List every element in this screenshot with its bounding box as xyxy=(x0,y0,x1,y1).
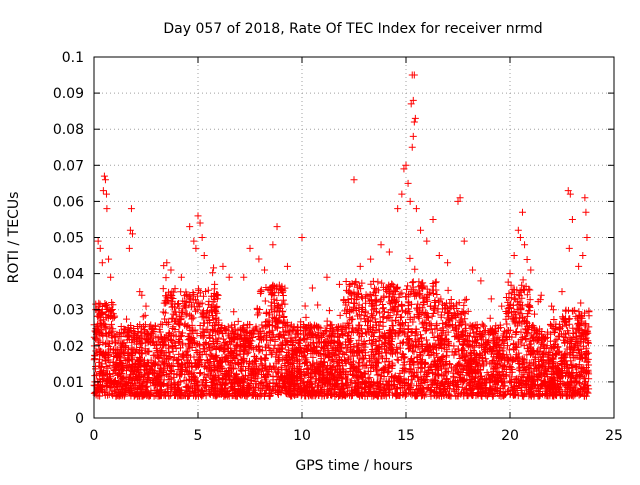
data-point xyxy=(209,269,216,276)
data-point xyxy=(585,323,592,330)
data-point xyxy=(411,266,418,273)
data-point xyxy=(366,374,373,381)
data-point xyxy=(314,302,321,309)
data-point xyxy=(256,329,263,336)
data-point xyxy=(210,264,217,271)
data-point xyxy=(463,296,470,303)
data-point xyxy=(189,289,196,296)
data-point xyxy=(140,313,147,320)
data-point xyxy=(123,316,130,323)
data-point xyxy=(507,378,514,385)
data-point xyxy=(255,309,262,316)
data-point xyxy=(326,307,333,314)
data-point xyxy=(280,313,287,320)
data-point xyxy=(419,319,426,326)
data-point xyxy=(337,312,344,319)
data-point xyxy=(404,282,411,289)
data-point xyxy=(186,292,193,299)
data-point xyxy=(142,312,149,319)
data-point xyxy=(487,315,494,322)
data-point xyxy=(520,276,527,283)
data-point xyxy=(577,300,584,307)
data-point xyxy=(398,302,405,309)
data-point xyxy=(433,291,440,298)
data-point xyxy=(374,278,381,285)
data-point xyxy=(409,279,416,286)
data-point xyxy=(406,255,413,262)
data-point xyxy=(376,309,383,316)
data-point xyxy=(517,287,524,294)
data-point xyxy=(552,337,559,344)
data-point xyxy=(503,321,510,328)
data-point xyxy=(230,308,237,315)
data-point xyxy=(380,304,387,311)
data-point xyxy=(379,305,386,312)
data-point xyxy=(371,285,378,292)
data-point xyxy=(373,302,380,309)
chart-title: Day 057 of 2018, Rate Of TEC Index for r… xyxy=(163,21,542,37)
data-point xyxy=(262,355,269,362)
data-point xyxy=(258,392,265,399)
data-point xyxy=(427,326,434,333)
data-point xyxy=(147,322,154,329)
data-point xyxy=(303,314,310,321)
data-point xyxy=(160,285,167,292)
data-point xyxy=(262,297,269,304)
data-point xyxy=(531,311,538,318)
data-point xyxy=(108,321,115,328)
data-point xyxy=(210,327,217,334)
data-point xyxy=(162,274,169,281)
data-point xyxy=(524,256,531,263)
data-point xyxy=(235,318,242,325)
data-points xyxy=(91,72,593,400)
data-point xyxy=(424,298,431,305)
data-point xyxy=(389,351,396,358)
data-point xyxy=(380,313,387,320)
data-point xyxy=(255,256,262,263)
data-point xyxy=(433,322,440,329)
data-point xyxy=(448,296,455,303)
data-point xyxy=(378,280,385,287)
data-point xyxy=(550,306,557,313)
data-point xyxy=(302,303,309,310)
